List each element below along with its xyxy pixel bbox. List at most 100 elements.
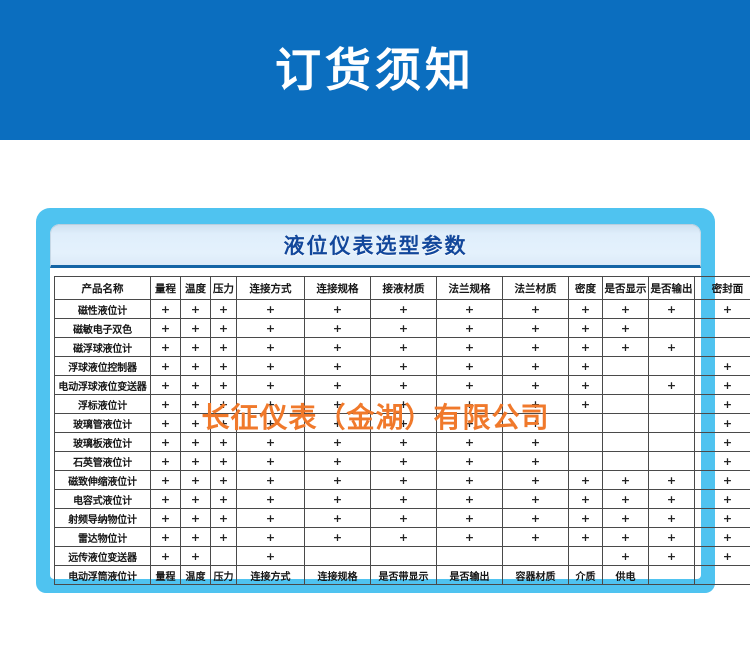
support-mark-cell: + [694, 413, 750, 433]
legend-label-cell: 是否带显示 [370, 565, 437, 585]
table-row-legend: 电动浮筒液位计 量程 温度 压力 连接方式 连接规格 是否带显示 是否输出 容器材质 介质 供电 [54, 565, 750, 585]
support-mark-cell: + [210, 527, 237, 547]
support-mark-cell: + [648, 527, 695, 547]
table-row: 玻璃板液位计 + + + + + + + + + [54, 432, 750, 452]
support-mark-cell: + [436, 299, 503, 319]
support-mark-cell [602, 413, 649, 433]
support-mark-cell: + [502, 375, 569, 395]
column-header-connection-type: 连接方式 [236, 276, 305, 300]
support-mark-cell: + [210, 337, 237, 357]
table-row: 雷达物位计 + + + + + + + + + + + + [54, 527, 750, 547]
support-mark-cell: + [150, 432, 181, 452]
legend-label-cell: 连接方式 [236, 565, 305, 585]
support-mark-cell: + [694, 299, 750, 319]
support-mark-cell: + [150, 394, 181, 414]
support-mark-cell: + [694, 470, 750, 490]
support-mark-cell: + [210, 489, 237, 509]
support-mark-cell: + [648, 337, 695, 357]
legend-label-cell: 量程 [150, 565, 181, 585]
support-mark-cell: + [648, 489, 695, 509]
spec-card-frame: 液位仪表选型参数 [36, 208, 750, 593]
support-mark-cell: + [180, 413, 211, 433]
support-mark-cell: + [210, 375, 237, 395]
support-mark-cell: + [502, 394, 569, 414]
support-mark-cell: + [304, 432, 371, 452]
page-title: 订货须知 [275, 43, 475, 97]
support-mark-cell: + [180, 546, 211, 566]
table-row: 磁浮球液位计 + + + + + + + + + + + [54, 337, 750, 357]
table-row: 磁性液位计 + + + + + + + + + + + + [54, 299, 750, 319]
support-mark-cell: + [370, 432, 437, 452]
product-name-cell: 浮标液位计 [54, 394, 151, 414]
support-mark-cell: + [180, 527, 211, 547]
support-mark-cell: + [370, 356, 437, 376]
support-mark-cell: + [304, 375, 371, 395]
support-mark-cell: + [694, 375, 750, 395]
support-mark-cell: + [150, 489, 181, 509]
support-mark-cell: + [436, 508, 503, 528]
support-mark-cell [648, 451, 695, 471]
support-mark-cell [648, 413, 695, 433]
column-header-range: 量程 [150, 276, 181, 300]
support-mark-cell: + [236, 375, 305, 395]
support-mark-cell: + [210, 394, 237, 414]
support-mark-cell: + [304, 356, 371, 376]
support-mark-cell: + [568, 318, 603, 338]
spec-table-head: 产品名称 量程 温度 压力 连接方式 连接规格 接液材质 法兰规格 法兰材质 密… [54, 276, 750, 300]
table-header-row: 产品名称 量程 温度 压力 连接方式 连接规格 接液材质 法兰规格 法兰材质 密… [54, 276, 750, 300]
support-mark-cell [568, 451, 603, 471]
legend-label-cell: 连接规格 [304, 565, 371, 585]
support-mark-cell: + [436, 489, 503, 509]
spec-card-title-bar: 液位仪表选型参数 [50, 224, 701, 268]
product-name-cell: 石英管液位计 [54, 451, 151, 471]
support-mark-cell: + [180, 470, 211, 490]
support-mark-cell [602, 394, 649, 414]
support-mark-cell: + [436, 318, 503, 338]
legend-label-cell [694, 565, 750, 585]
support-mark-cell: + [568, 299, 603, 319]
support-mark-cell: + [602, 318, 649, 338]
support-mark-cell: + [150, 318, 181, 338]
support-mark-cell: + [436, 356, 503, 376]
support-mark-cell: + [502, 508, 569, 528]
support-mark-cell: + [370, 508, 437, 528]
support-mark-cell: + [180, 432, 211, 452]
support-mark-cell: + [370, 527, 437, 547]
support-mark-cell: + [568, 508, 603, 528]
product-name-cell: 磁致伸缩液位计 [54, 470, 151, 490]
support-mark-cell: + [150, 527, 181, 547]
support-mark-cell [436, 546, 503, 566]
support-mark-cell: + [180, 394, 211, 414]
support-mark-cell: + [502, 299, 569, 319]
support-mark-cell: + [236, 527, 305, 547]
column-header-wetted-material: 接液材质 [370, 276, 437, 300]
card-region: 液位仪表选型参数 [0, 208, 750, 646]
support-mark-cell [568, 413, 603, 433]
support-mark-cell: + [370, 413, 437, 433]
legend-label-cell: 介质 [568, 565, 603, 585]
support-mark-cell: + [694, 508, 750, 528]
support-mark-cell [602, 432, 649, 452]
product-name-cell: 电动浮筒液位计 [54, 565, 151, 585]
table-row: 玻璃管液位计 + + + + + + + + + [54, 413, 750, 433]
column-header-pressure: 压力 [210, 276, 237, 300]
support-mark-cell: + [180, 299, 211, 319]
support-mark-cell: + [370, 375, 437, 395]
table-row: 磁致伸缩液位计 + + + + + + + + + + + + [54, 470, 750, 490]
support-mark-cell: + [210, 508, 237, 528]
support-mark-cell: + [210, 470, 237, 490]
support-mark-cell [648, 356, 695, 376]
support-mark-cell: + [602, 546, 649, 566]
legend-label-cell: 容器材质 [502, 565, 569, 585]
banner-spacer [0, 140, 750, 208]
support-mark-cell [568, 546, 603, 566]
spec-card: 液位仪表选型参数 [50, 224, 750, 585]
support-mark-cell: + [568, 375, 603, 395]
support-mark-cell: + [150, 356, 181, 376]
support-mark-cell: + [602, 299, 649, 319]
table-row: 电容式液位计 + + + + + + + + + + + + [54, 489, 750, 509]
product-name-cell: 玻璃管液位计 [54, 413, 151, 433]
table-row: 磁敏电子双色 + + + + + + + + + + [54, 318, 750, 338]
support-mark-cell [370, 546, 437, 566]
support-mark-cell: + [694, 432, 750, 452]
